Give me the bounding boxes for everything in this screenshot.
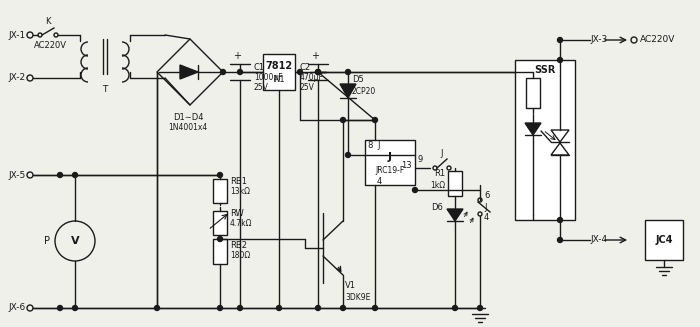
Text: C2: C2	[300, 63, 311, 73]
FancyBboxPatch shape	[645, 220, 683, 260]
Text: 8: 8	[368, 141, 373, 149]
Text: 6: 6	[484, 192, 489, 200]
Text: N1: N1	[273, 76, 285, 84]
Circle shape	[557, 38, 563, 43]
Polygon shape	[525, 123, 541, 135]
Circle shape	[346, 70, 351, 75]
Text: AC220V: AC220V	[640, 36, 676, 44]
Text: JX-6: JX-6	[8, 303, 25, 313]
Text: RB1: RB1	[230, 177, 247, 185]
Circle shape	[372, 117, 377, 123]
Text: P: P	[44, 236, 50, 246]
Polygon shape	[447, 209, 463, 221]
Text: 25V: 25V	[300, 83, 315, 93]
Text: 25V: 25V	[254, 83, 269, 93]
FancyBboxPatch shape	[263, 54, 295, 90]
Text: 180Ω: 180Ω	[230, 251, 251, 261]
Circle shape	[316, 70, 321, 75]
Text: K: K	[46, 16, 50, 26]
Text: D1∼D4: D1∼D4	[173, 112, 203, 122]
Text: 3DK9E: 3DK9E	[345, 292, 370, 301]
Circle shape	[73, 305, 78, 311]
Text: SSR: SSR	[534, 65, 556, 75]
Text: D5: D5	[352, 76, 364, 84]
FancyBboxPatch shape	[448, 171, 462, 196]
Text: JX-5: JX-5	[8, 170, 25, 180]
Circle shape	[557, 237, 563, 243]
Text: R1: R1	[434, 169, 445, 179]
Text: D6: D6	[431, 202, 443, 212]
Text: 13kΩ: 13kΩ	[230, 187, 250, 197]
Text: 4: 4	[484, 214, 489, 222]
Circle shape	[372, 305, 377, 311]
Text: JRC19-F: JRC19-F	[375, 166, 405, 175]
Text: JX-2: JX-2	[8, 74, 25, 82]
Circle shape	[276, 305, 281, 311]
Circle shape	[73, 173, 78, 178]
Text: RW: RW	[230, 209, 244, 217]
Text: V: V	[71, 236, 79, 246]
FancyBboxPatch shape	[213, 239, 227, 264]
Circle shape	[237, 305, 242, 311]
Circle shape	[340, 117, 346, 123]
Text: J: J	[484, 202, 486, 212]
Circle shape	[237, 70, 242, 75]
Text: V1: V1	[345, 281, 356, 289]
Text: 1000μF: 1000μF	[254, 74, 283, 82]
Circle shape	[557, 58, 563, 62]
Circle shape	[346, 152, 351, 158]
Text: T: T	[102, 85, 108, 95]
Text: RB2: RB2	[230, 240, 247, 250]
Text: J: J	[388, 152, 392, 163]
Circle shape	[57, 305, 62, 311]
Text: JX-3: JX-3	[590, 36, 608, 44]
FancyBboxPatch shape	[213, 179, 227, 203]
Text: J: J	[441, 149, 443, 159]
FancyBboxPatch shape	[515, 60, 575, 220]
Circle shape	[452, 305, 458, 311]
Circle shape	[316, 70, 321, 75]
Circle shape	[218, 305, 223, 311]
Polygon shape	[180, 65, 198, 79]
FancyBboxPatch shape	[213, 211, 227, 235]
Circle shape	[316, 305, 321, 311]
Circle shape	[57, 173, 62, 178]
Text: 9: 9	[417, 156, 422, 164]
Polygon shape	[340, 84, 356, 98]
Circle shape	[557, 217, 563, 222]
Circle shape	[477, 305, 482, 311]
Text: 2CP20: 2CP20	[352, 88, 377, 96]
Text: JX-4: JX-4	[590, 235, 607, 245]
Text: JX-1: JX-1	[8, 30, 25, 40]
FancyBboxPatch shape	[526, 78, 540, 108]
Text: AC220V: AC220V	[34, 41, 66, 49]
Text: 4: 4	[377, 177, 382, 185]
Text: 4.7kΩ: 4.7kΩ	[230, 219, 253, 229]
Circle shape	[340, 305, 346, 311]
Text: +: +	[233, 51, 241, 61]
Text: C1: C1	[254, 63, 265, 73]
Text: J: J	[377, 141, 379, 149]
Text: 13: 13	[401, 161, 412, 169]
Circle shape	[220, 70, 225, 75]
Text: JC4: JC4	[655, 235, 673, 245]
Circle shape	[298, 70, 302, 75]
Circle shape	[218, 236, 223, 242]
Text: 7812: 7812	[265, 61, 293, 71]
FancyBboxPatch shape	[365, 140, 415, 185]
Circle shape	[218, 173, 223, 178]
Text: 470μF: 470μF	[300, 74, 324, 82]
Circle shape	[155, 305, 160, 311]
Text: +: +	[311, 51, 319, 61]
Circle shape	[412, 187, 417, 193]
Text: 1kΩ: 1kΩ	[430, 181, 445, 190]
Text: 1N4001x4: 1N4001x4	[169, 123, 208, 131]
